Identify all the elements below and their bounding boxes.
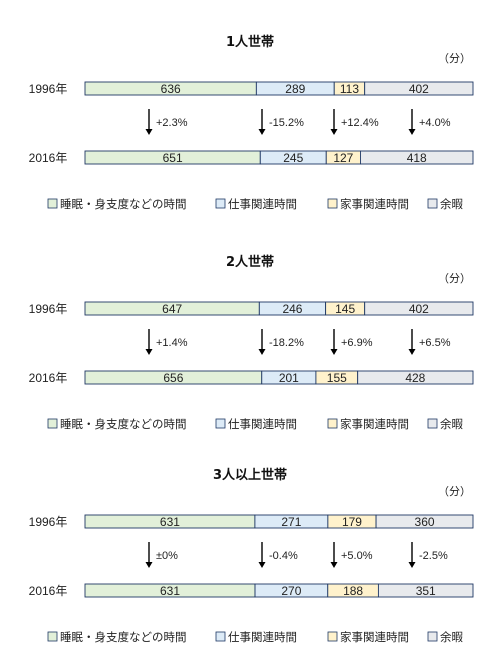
down-arrow-icon bbox=[145, 129, 153, 135]
data-label: 631 bbox=[160, 584, 180, 598]
bar-segment-leisure bbox=[375, 514, 474, 529]
bar-segment-leisure bbox=[360, 150, 474, 165]
data-label: 271 bbox=[281, 515, 301, 529]
data-label: 188 bbox=[343, 584, 363, 598]
data-label: 631 bbox=[160, 515, 180, 529]
legend-label: 仕事関連時間 bbox=[228, 630, 297, 644]
down-arrow-icon bbox=[408, 562, 416, 568]
legend-swatch-sleep bbox=[47, 418, 58, 429]
change-label: +2.3% bbox=[156, 117, 188, 129]
change-label: -15.2% bbox=[269, 117, 304, 129]
bar-segment-leisure bbox=[364, 301, 474, 316]
down-arrow-icon bbox=[330, 349, 338, 355]
data-label: 402 bbox=[409, 82, 429, 96]
data-label: 418 bbox=[407, 151, 427, 165]
change-label: -18.2% bbox=[269, 337, 304, 349]
legend-swatch-house bbox=[327, 198, 338, 209]
data-label: 245 bbox=[283, 151, 303, 165]
legend-swatch-sleep bbox=[47, 631, 58, 642]
legend-swatch-work bbox=[215, 198, 226, 209]
panel-title: 3人以上世帯 bbox=[213, 467, 287, 483]
data-label: 270 bbox=[281, 584, 301, 598]
legend-label: 家事関連時間 bbox=[340, 417, 409, 431]
unit-label: （分） bbox=[438, 52, 471, 65]
unit-label: （分） bbox=[438, 272, 471, 285]
data-label: 647 bbox=[162, 302, 182, 316]
legend-swatch-house bbox=[327, 418, 338, 429]
data-label: 155 bbox=[327, 371, 347, 385]
down-arrow-icon bbox=[330, 562, 338, 568]
year-label: 1996年 bbox=[29, 515, 68, 529]
legend-label: 睡眠・身支度などの時間 bbox=[60, 630, 187, 644]
year-label: 2016年 bbox=[29, 371, 68, 385]
data-label: 651 bbox=[163, 151, 183, 165]
data-label: 656 bbox=[163, 371, 183, 385]
data-label: 113 bbox=[340, 82, 359, 96]
change-label: -0.4% bbox=[269, 550, 298, 562]
legend-swatch-work bbox=[215, 418, 226, 429]
bar-segment-leisure bbox=[377, 583, 474, 598]
change-label: +6.5% bbox=[419, 337, 451, 349]
data-label: 402 bbox=[409, 302, 429, 316]
legend-swatch-leisure bbox=[427, 631, 438, 642]
data-label: 351 bbox=[416, 584, 436, 598]
down-arrow-icon bbox=[408, 349, 416, 355]
bar-segment-leisure bbox=[364, 81, 474, 96]
legend-label: 余暇 bbox=[440, 630, 463, 644]
legend-swatch-leisure bbox=[427, 198, 438, 209]
legend-label: 家事関連時間 bbox=[340, 630, 409, 644]
change-label: +4.0% bbox=[419, 117, 451, 129]
year-label: 1996年 bbox=[29, 302, 68, 316]
change-label: -2.5% bbox=[419, 550, 448, 562]
legend-swatch-house bbox=[327, 631, 338, 642]
legend-label: 余暇 bbox=[440, 417, 463, 431]
year-label: 2016年 bbox=[29, 151, 68, 165]
down-arrow-icon bbox=[145, 349, 153, 355]
down-arrow-icon bbox=[145, 562, 153, 568]
legend-label: 余暇 bbox=[440, 197, 463, 211]
down-arrow-icon bbox=[258, 562, 266, 568]
unit-label: （分） bbox=[438, 485, 471, 498]
down-arrow-icon bbox=[408, 129, 416, 135]
data-label: 246 bbox=[282, 302, 302, 316]
year-label: 1996年 bbox=[29, 82, 68, 96]
data-label: 179 bbox=[342, 515, 362, 529]
legend-label: 仕事関連時間 bbox=[228, 417, 297, 431]
change-label: +5.0% bbox=[341, 550, 373, 562]
change-label: +12.4% bbox=[341, 117, 379, 129]
data-label: 145 bbox=[335, 302, 355, 316]
legend-label: 睡眠・身支度などの時間 bbox=[60, 417, 187, 431]
change-label: +1.4% bbox=[156, 337, 188, 349]
data-label: 428 bbox=[405, 371, 425, 385]
legend-label: 家事関連時間 bbox=[340, 197, 409, 211]
data-label: 127 bbox=[333, 151, 353, 165]
legend-label: 仕事関連時間 bbox=[228, 197, 297, 211]
change-label: +6.9% bbox=[341, 337, 373, 349]
legend-label: 睡眠・身支度などの時間 bbox=[60, 197, 187, 211]
data-label: 289 bbox=[285, 82, 305, 96]
legend-swatch-leisure bbox=[427, 418, 438, 429]
panel-title: 1人世帯 bbox=[226, 34, 274, 50]
down-arrow-icon bbox=[330, 129, 338, 135]
down-arrow-icon bbox=[258, 349, 266, 355]
legend-swatch-work bbox=[215, 631, 226, 642]
data-label: 201 bbox=[279, 371, 299, 385]
legend-swatch-sleep bbox=[47, 198, 58, 209]
change-label: ±0% bbox=[156, 550, 178, 562]
bar-segment-leisure bbox=[357, 370, 474, 385]
panel-title: 2人世帯 bbox=[226, 254, 274, 270]
data-label: 636 bbox=[161, 82, 181, 96]
data-label: 360 bbox=[415, 515, 435, 529]
year-label: 2016年 bbox=[29, 584, 68, 598]
down-arrow-icon bbox=[258, 129, 266, 135]
